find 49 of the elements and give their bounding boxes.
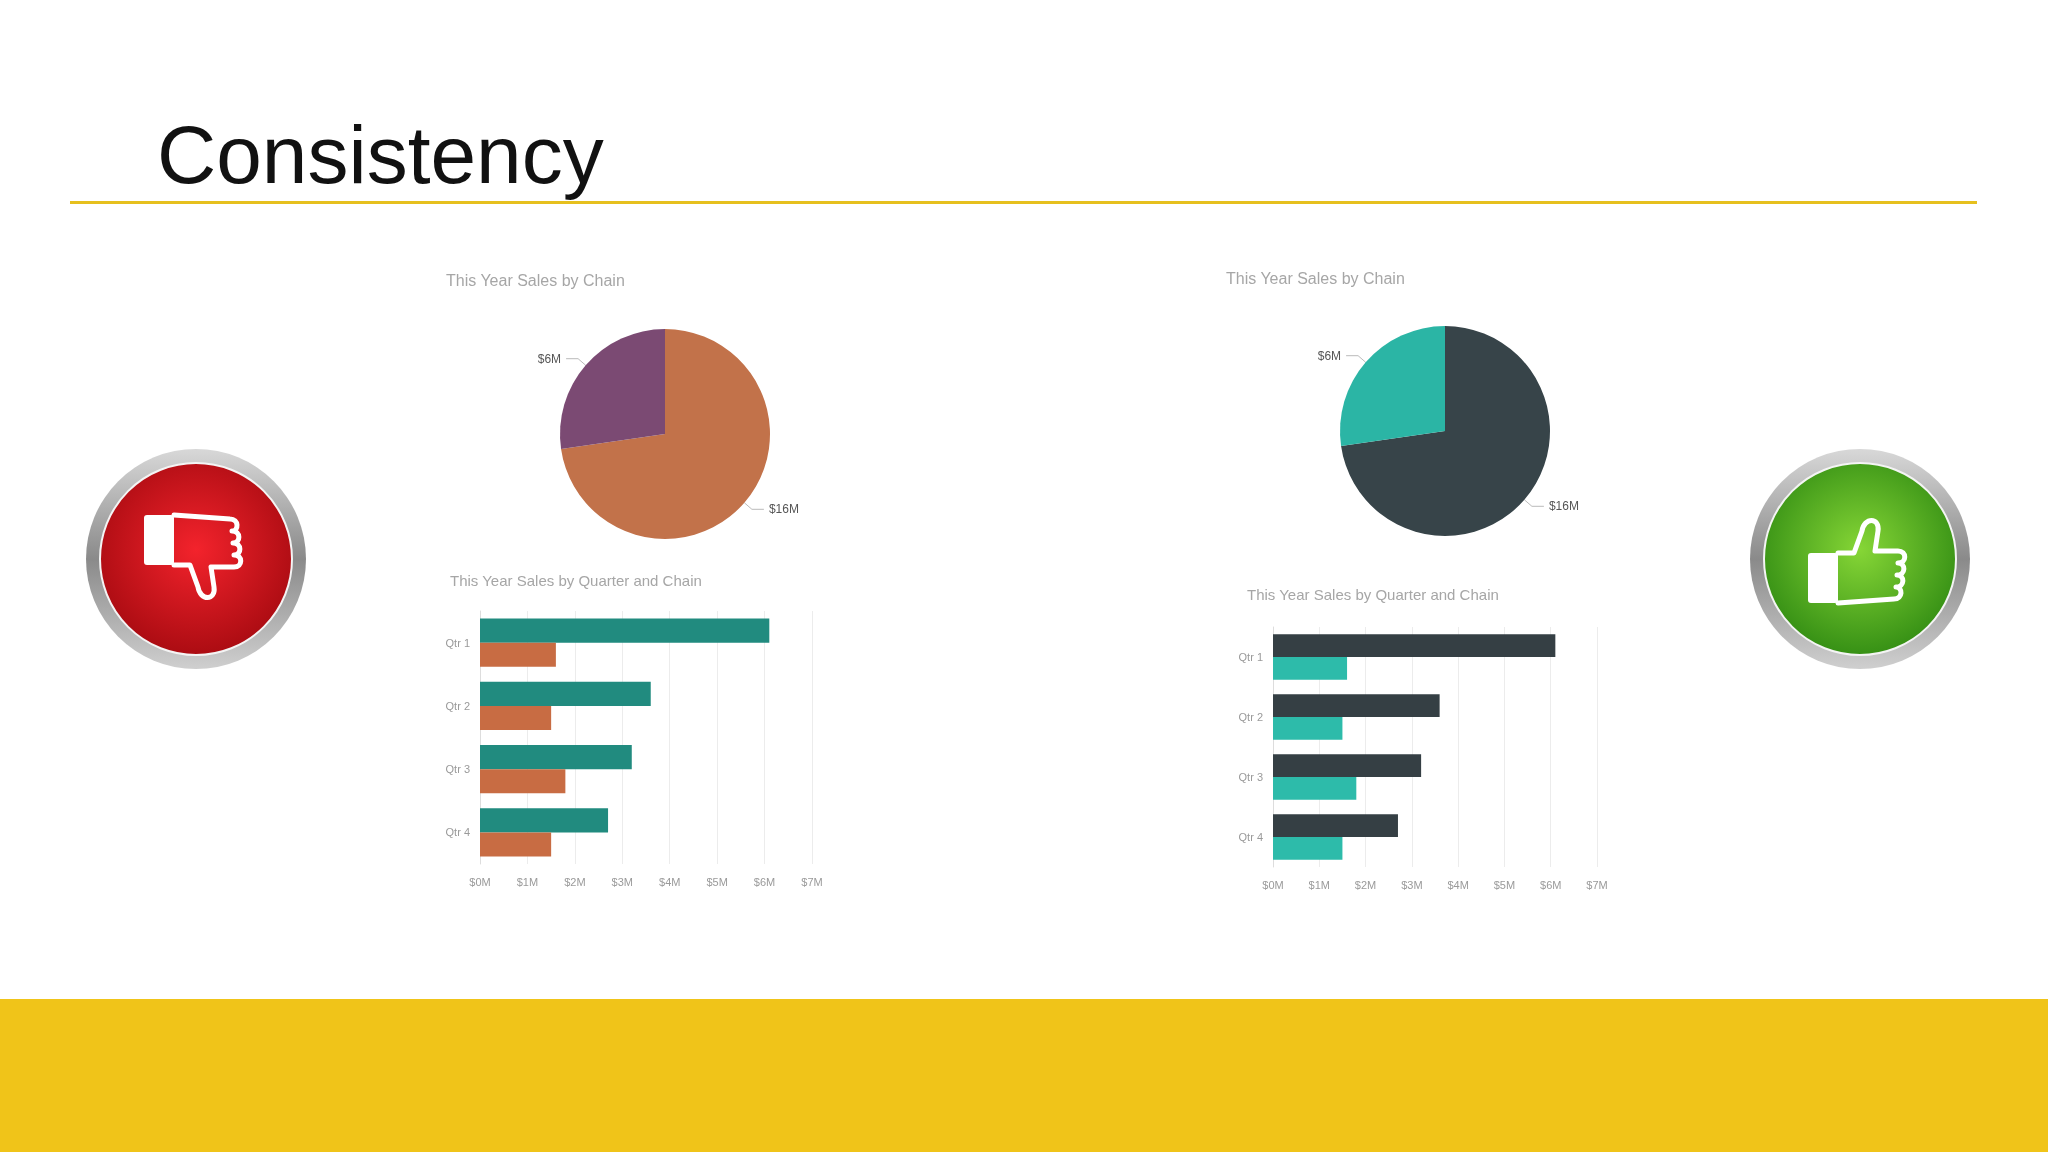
x-tick-label: $1M	[516, 875, 539, 888]
chart-title: This Year Sales by Quarter and Chain	[1247, 586, 1499, 603]
bar	[1273, 717, 1343, 740]
bar	[1273, 634, 1556, 657]
bar	[480, 832, 552, 857]
bar	[1273, 694, 1440, 717]
bar	[1273, 837, 1343, 860]
data-label: $16M	[1548, 499, 1579, 514]
bar	[480, 705, 552, 730]
chart-title: This Year Sales by Chain	[446, 271, 625, 289]
bar	[1273, 777, 1357, 800]
bar	[1273, 754, 1422, 777]
x-tick-label: $2M	[1354, 878, 1377, 891]
x-tick-label: $7M	[1586, 878, 1608, 891]
x-tick-label: $0M	[1262, 878, 1284, 891]
x-tick-label: $6M	[1540, 878, 1562, 891]
bar	[480, 642, 556, 667]
x-tick-label: $0M	[469, 875, 491, 888]
data-label: $6M	[537, 351, 562, 366]
x-tick-label: $7M	[801, 875, 823, 888]
chart-title: This Year Sales by Quarter and Chain	[450, 572, 702, 589]
x-tick-label: $3M	[611, 875, 633, 888]
bar	[480, 745, 632, 770]
chart-title: This Year Sales by Chain	[1226, 269, 1405, 287]
y-tick-label: Qtr 1	[1238, 651, 1263, 663]
x-tick-label: $6M	[753, 875, 776, 888]
y-tick-label: Qtr 2	[445, 699, 470, 712]
data-label: $16M	[768, 502, 799, 517]
x-tick-label: $1M	[1308, 878, 1330, 891]
bar	[480, 808, 609, 833]
bar	[480, 681, 651, 706]
bar	[480, 769, 566, 794]
y-tick-label: Qtr 1	[445, 636, 470, 649]
x-tick-label: $5M	[1493, 878, 1516, 891]
x-tick-label: $4M	[659, 875, 681, 888]
data-label: $6M	[1317, 348, 1342, 363]
y-tick-label: Qtr 4	[445, 826, 470, 839]
x-tick-label: $5M	[706, 875, 728, 888]
y-tick-label: Qtr 3	[1238, 771, 1263, 783]
bar	[1273, 814, 1398, 837]
y-tick-label: Qtr 2	[1238, 711, 1263, 723]
bar	[1273, 657, 1348, 680]
y-tick-label: Qtr 3	[445, 763, 470, 776]
bar	[480, 618, 770, 643]
x-tick-label: $2M	[564, 875, 586, 888]
x-tick-label: $3M	[1401, 878, 1423, 891]
y-tick-label: Qtr 4	[1238, 831, 1263, 843]
x-tick-label: $4M	[1447, 878, 1469, 891]
text: Consistency	[157, 109, 604, 200]
